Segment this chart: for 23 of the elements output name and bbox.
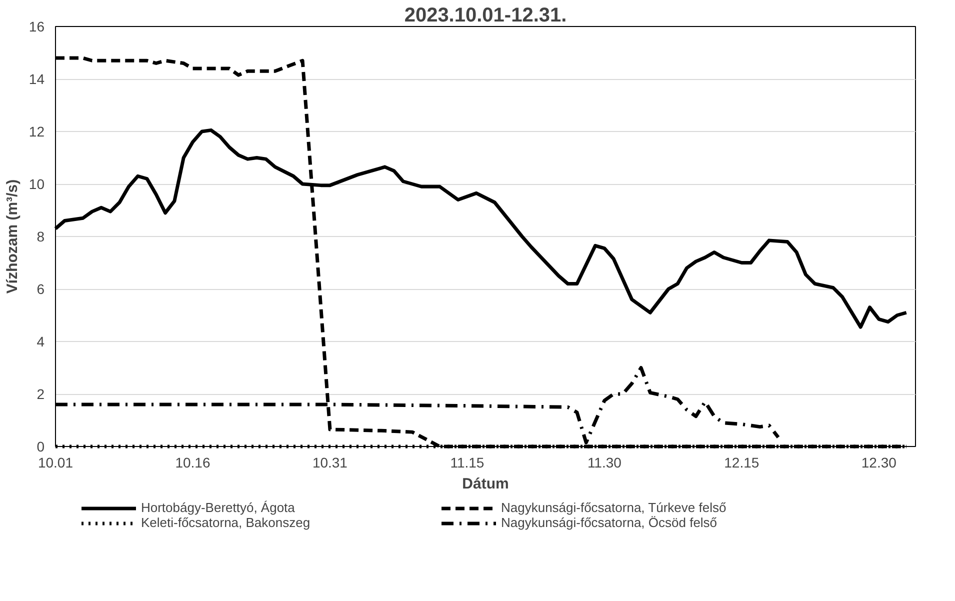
y-tick-label: 12 <box>28 124 45 140</box>
x-tick-label: 10.16 <box>175 454 210 470</box>
y-tick-label: 10 <box>28 176 45 192</box>
y-axis-title: Vízhozam (m³/s) <box>4 179 21 294</box>
legend-label: Hortobágy-Berettyó, Ágota <box>140 500 296 515</box>
x-tick-label: 12.15 <box>724 454 760 470</box>
x-tick-label: 10.31 <box>312 454 348 470</box>
y-tick-label: 0 <box>36 438 45 454</box>
chart-title: 2023.10.01-12.31. <box>404 4 567 26</box>
x-tick-label: 11.30 <box>587 454 622 470</box>
x-axis-title: Dátum <box>462 476 509 492</box>
y-tick-label: 14 <box>28 71 45 87</box>
legend-label: Nagykunsági-főcsatorna, Túrkeve felső <box>500 500 728 515</box>
legend-label: Keleti-főcsatorna, Bakonszeg <box>140 515 312 530</box>
y-tick-label: 4 <box>36 334 45 350</box>
y-tick-label: 8 <box>36 228 45 244</box>
y-tick-label: 6 <box>36 281 45 297</box>
x-tick-label: 10.01 <box>38 454 74 470</box>
y-tick-label: 2 <box>36 386 45 402</box>
x-tick-label: 12.30 <box>861 454 897 470</box>
x-tick-label: 11.15 <box>450 454 484 470</box>
y-tick-label: 16 <box>28 18 45 34</box>
legend-label: Nagykunsági-főcsatorna, Öcsöd felső <box>500 515 718 530</box>
